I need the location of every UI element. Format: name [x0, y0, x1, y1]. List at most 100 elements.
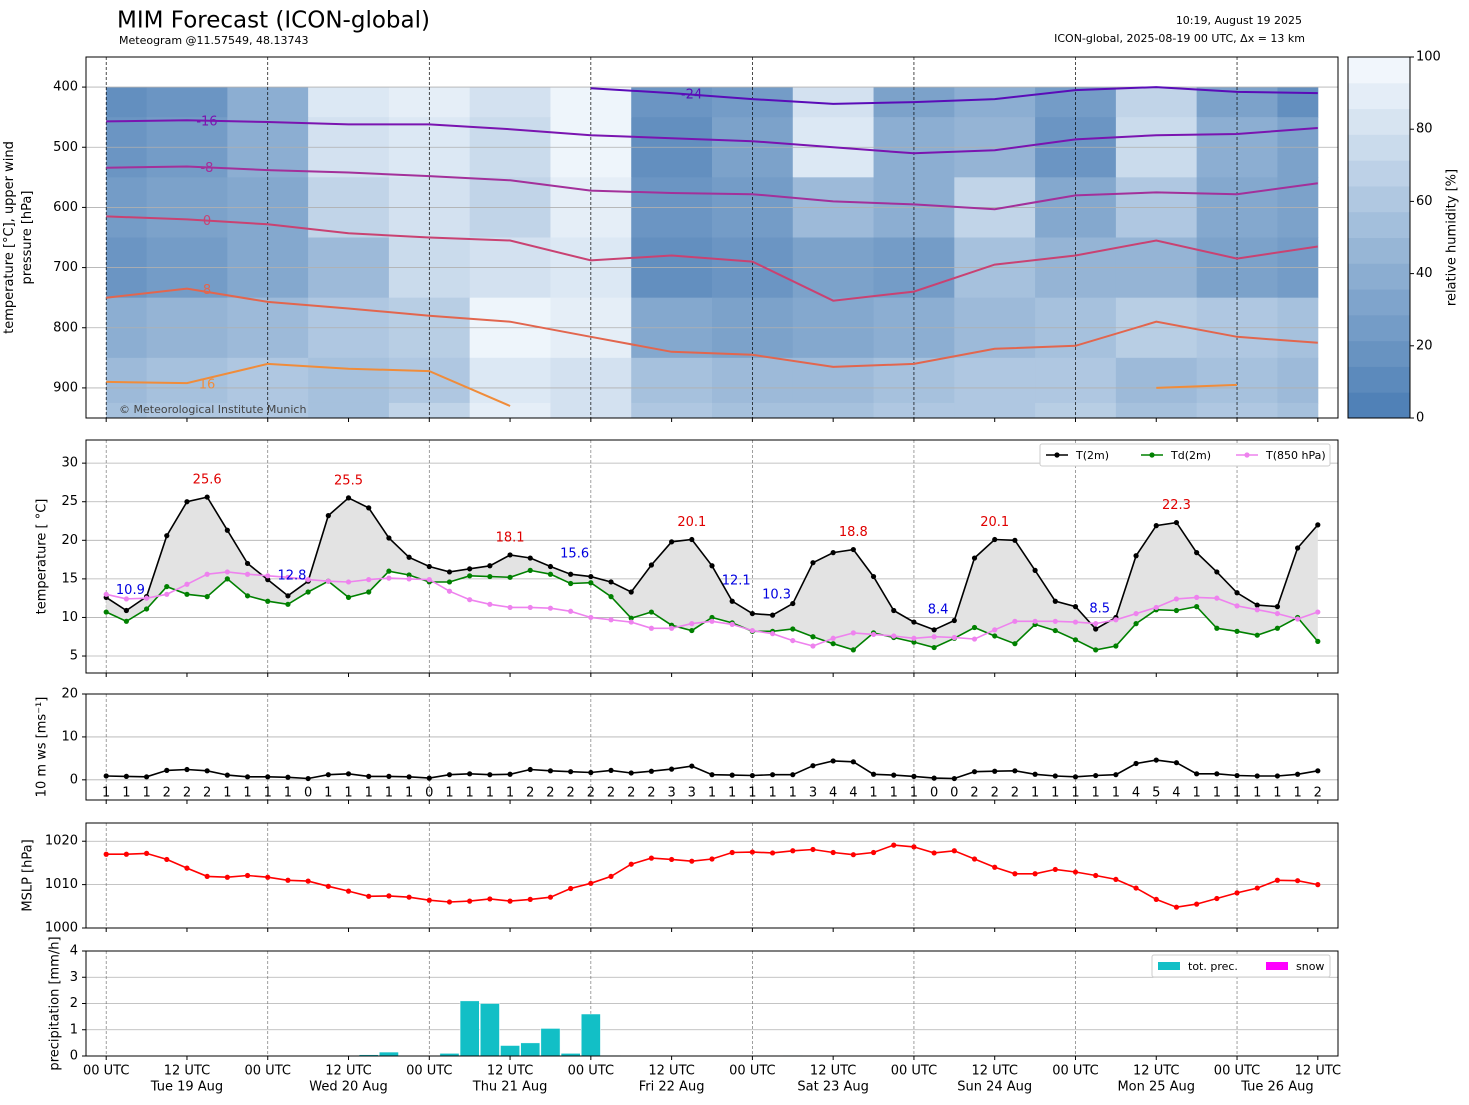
- colorbar-tick-label: 40: [1416, 266, 1433, 281]
- y-tick-label: 1000: [45, 921, 78, 936]
- series-marker: [244, 872, 251, 879]
- series-marker: [1254, 602, 1260, 608]
- humidity-cell: [873, 402, 955, 418]
- series-marker: [1012, 641, 1018, 647]
- y-tick-label: 1020: [45, 834, 78, 849]
- humidity-cell: [308, 357, 390, 404]
- series-marker: [1214, 595, 1220, 601]
- legend-label: tot. prec.: [1188, 960, 1238, 973]
- value-label: 2: [647, 786, 655, 801]
- series-marker: [325, 772, 331, 778]
- run-info: ICON-global, 2025-08-19 00 UTC, Δx = 13 …: [1054, 32, 1305, 45]
- series-marker: [265, 577, 271, 583]
- y-tick-label: 10: [61, 610, 78, 625]
- series-marker: [1234, 590, 1240, 596]
- value-label: 1: [365, 786, 373, 801]
- value-label: 2: [526, 786, 534, 801]
- series-marker: [1173, 519, 1180, 526]
- series-marker: [1173, 607, 1180, 614]
- series-marker: [1315, 638, 1321, 644]
- series-marker: [285, 601, 291, 607]
- series-marker: [345, 771, 352, 777]
- x-date-label: Thu 21 Aug: [472, 1080, 548, 1095]
- series-marker: [891, 842, 897, 848]
- x-tick-label: 12 UTC: [971, 1064, 1017, 1079]
- isotherm-label: -24: [681, 88, 702, 103]
- y-axis-label: precipitation [mm/h]: [48, 936, 63, 1070]
- value-label: 4: [849, 786, 857, 801]
- value-label: 0: [950, 786, 958, 801]
- subtitle: Meteogram @11.57549, 48.13743: [119, 34, 309, 47]
- series-marker: [547, 563, 554, 570]
- y-axis-label: MSLP [hPa]: [21, 839, 36, 911]
- y-tick-label: 3: [70, 970, 78, 985]
- series-marker: [1295, 771, 1301, 777]
- series-marker: [992, 536, 998, 543]
- series-marker: [608, 579, 614, 585]
- series-marker: [870, 849, 877, 856]
- y-tick-label: 20: [61, 533, 78, 548]
- y-tick-label: 10: [61, 729, 78, 744]
- legend-label: T(850 hPa): [1265, 449, 1326, 462]
- humidity-cell: [712, 402, 794, 418]
- series-marker: [204, 494, 210, 500]
- series-marker: [406, 894, 412, 900]
- series-marker: [1133, 760, 1139, 767]
- y-tick-label: 1: [70, 1022, 78, 1037]
- x-date-label: Tue 26 Aug: [1240, 1080, 1313, 1095]
- series-marker: [204, 594, 210, 600]
- y-tick-label: 400: [53, 80, 78, 95]
- y-tick-label: 4: [70, 944, 78, 959]
- value-label: 2: [203, 786, 211, 801]
- humidity-cell: [712, 357, 794, 404]
- humidity-cell: [792, 357, 875, 404]
- humidity-cell: [792, 402, 875, 418]
- legend-label: Td(2m): [1170, 449, 1211, 462]
- series-marker: [931, 634, 937, 640]
- series-marker: [507, 552, 513, 558]
- series-marker: [487, 896, 493, 902]
- series-marker: [850, 546, 856, 553]
- series-marker: [709, 772, 715, 778]
- series-marker: [1315, 882, 1321, 888]
- series-marker: [1072, 869, 1079, 875]
- series-marker: [285, 593, 291, 599]
- value-label: 0: [425, 786, 433, 801]
- bar: [358, 1054, 379, 1056]
- series-marker: [265, 874, 271, 880]
- colorbar-frame: [1347, 56, 1411, 419]
- bar: [560, 1053, 581, 1056]
- panel-frame: [85, 693, 1339, 801]
- series-marker: [1214, 569, 1220, 575]
- series-marker: [547, 768, 554, 774]
- colorbar-band: [1348, 211, 1410, 238]
- humidity-cell: [106, 402, 148, 418]
- plot-area: -24 -16 -8 0 8 16: [86, 57, 1338, 418]
- series-marker: [669, 625, 675, 631]
- bar: [459, 1000, 480, 1056]
- series-marker: [164, 591, 170, 597]
- plot-area: [86, 823, 1338, 928]
- value-label: 2: [1011, 786, 1019, 801]
- series-marker: [1133, 621, 1139, 627]
- series-marker: [1072, 637, 1079, 643]
- series-marker: [810, 643, 816, 649]
- series-marker: [1133, 610, 1139, 617]
- colorbar-band: [1348, 392, 1410, 419]
- series-marker: [1052, 866, 1058, 873]
- series-marker: [305, 878, 311, 884]
- series-marker: [527, 567, 533, 573]
- x-tick-label: 12 UTC: [487, 1064, 533, 1079]
- series-marker: [769, 772, 776, 778]
- series-marker: [648, 855, 655, 861]
- series-marker: [628, 770, 634, 776]
- series-marker: [244, 774, 251, 780]
- series-marker: [911, 619, 917, 625]
- series-marker: [1274, 877, 1281, 883]
- series-marker: [1194, 771, 1200, 777]
- y-axis-label: temperature [ °C]: [35, 499, 50, 615]
- value-label: 3: [809, 786, 817, 801]
- x-date-label: Mon 25 Aug: [1117, 1080, 1195, 1095]
- copyright: © Meteorological Institute Munich: [119, 403, 306, 416]
- series-marker: [1194, 550, 1200, 556]
